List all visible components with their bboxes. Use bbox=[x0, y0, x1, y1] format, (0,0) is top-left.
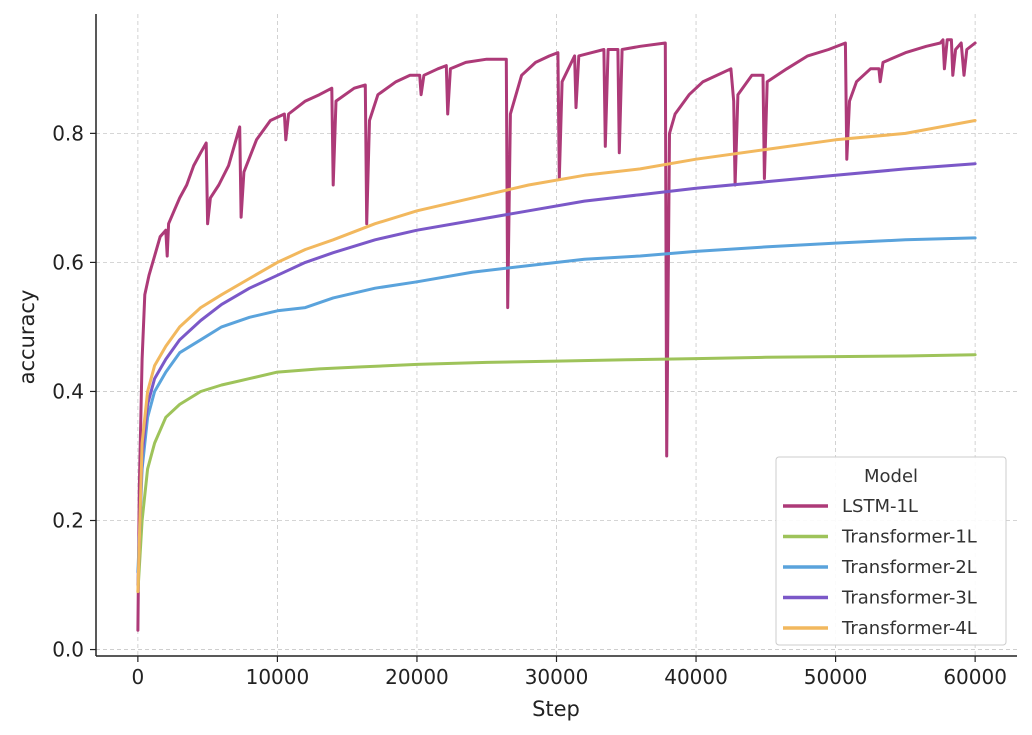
legend-label-lstm-1l: LSTM-1L bbox=[842, 496, 918, 517]
x-tick-label: 0 bbox=[131, 665, 144, 689]
x-tick-label: 10000 bbox=[246, 665, 310, 689]
series-line-transformer-2l bbox=[136, 236, 977, 574]
series-line-lstm-1l bbox=[136, 38, 977, 632]
legend-box bbox=[775, 456, 1007, 646]
tick-labels: 0 10000 20000 30000 40000 50000 60000 0.0 0.2 0.4… bbox=[52, 121, 1007, 689]
y-axis-label: accuracy bbox=[15, 290, 39, 385]
legend-label-transformer-4l: Transformer-4L bbox=[841, 618, 977, 639]
legend-label-transformer-1l: Transformer-1L bbox=[841, 527, 977, 548]
y-tick-label: 0.6 bbox=[52, 250, 84, 274]
series-line-transformer-3l bbox=[136, 162, 977, 587]
legend: Model LSTM-1L Transformer-1L Transformer-2L… bbox=[775, 456, 1007, 646]
series-lines bbox=[136, 38, 977, 632]
x-tick-label: 30000 bbox=[525, 665, 589, 689]
legend-title: Model bbox=[864, 466, 918, 487]
legend-label-transformer-2l: Transformer-2L bbox=[841, 557, 977, 578]
series-line-transformer-1l bbox=[136, 353, 977, 593]
axes bbox=[90, 14, 1017, 662]
y-tick-label: 0.0 bbox=[52, 638, 84, 662]
y-tick-label: 0.4 bbox=[52, 379, 84, 403]
x-tick-label: 20000 bbox=[385, 665, 449, 689]
x-tick-label: 40000 bbox=[664, 665, 728, 689]
x-axis-label: Step bbox=[532, 697, 580, 721]
y-tick-label: 0.2 bbox=[52, 509, 84, 533]
x-tick-label: 50000 bbox=[804, 665, 868, 689]
legend-label-transformer-3l: Transformer-3L bbox=[841, 588, 977, 609]
y-tick-label: 0.8 bbox=[52, 121, 84, 145]
series-line-transformer-4l bbox=[136, 119, 977, 593]
x-tick-label: 60000 bbox=[943, 665, 1007, 689]
